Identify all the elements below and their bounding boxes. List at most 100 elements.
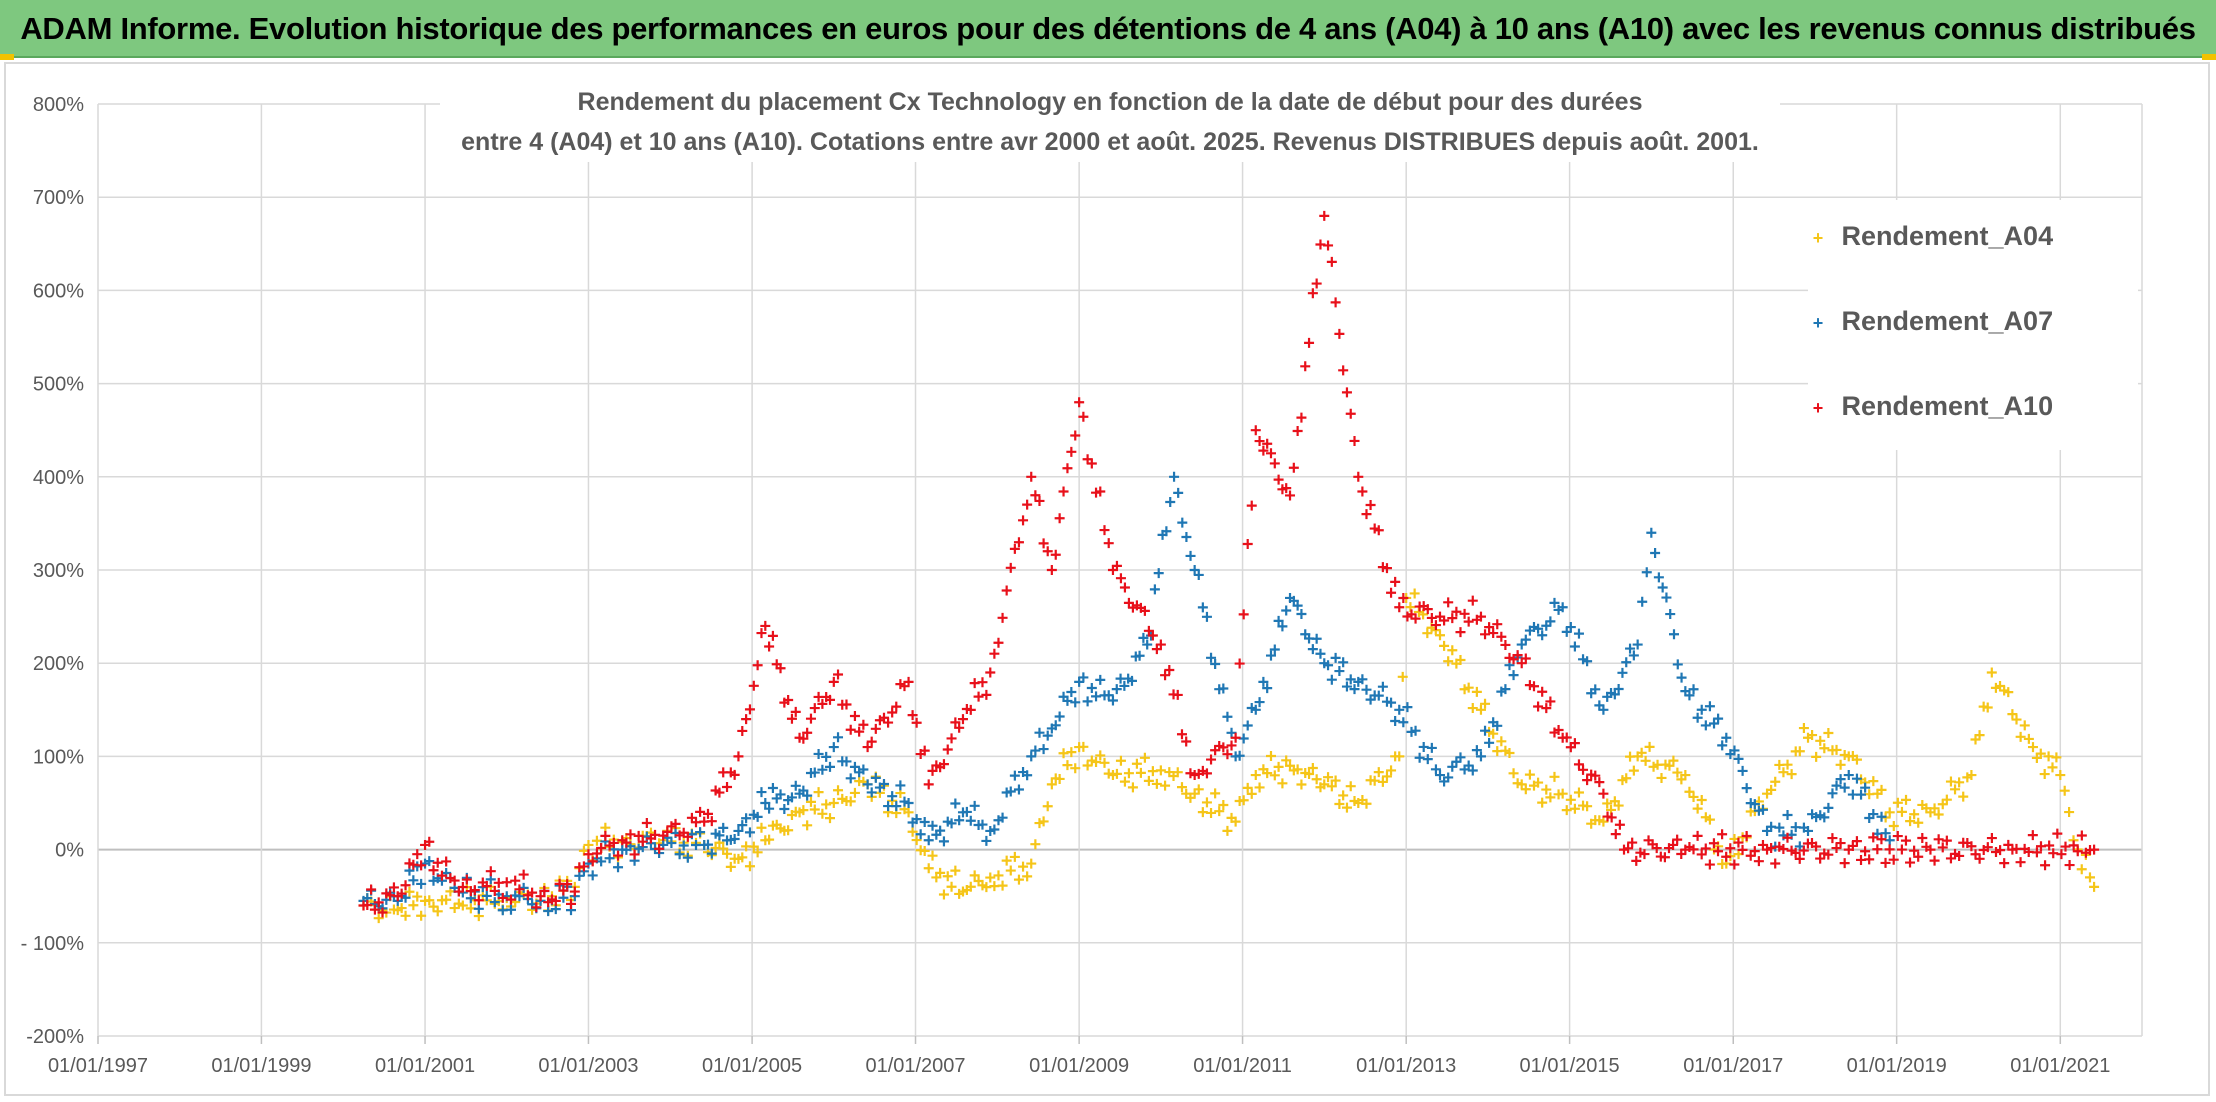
interp-point — [629, 849, 640, 860]
interp-point — [1860, 782, 1871, 793]
interp-point — [1484, 737, 1495, 748]
interp-point — [1636, 747, 1647, 758]
interp-point — [1582, 656, 1593, 667]
x-tick-label: 01/01/2005 — [702, 1055, 802, 1077]
interp-point — [1913, 817, 1924, 828]
interp-point — [473, 903, 484, 914]
interp-point — [1868, 809, 1879, 820]
interp-point — [919, 816, 930, 827]
interp-point — [1181, 736, 1192, 747]
interp-point — [1811, 751, 1822, 762]
interp-point — [1661, 592, 1672, 603]
interp-point — [981, 835, 992, 846]
interp-point — [1091, 691, 1102, 702]
interp-point — [1185, 550, 1196, 561]
interp-point — [1262, 438, 1273, 449]
interp-point — [1397, 671, 1408, 682]
interp-point — [1954, 777, 1965, 788]
interp-point — [849, 710, 860, 721]
interp-point — [911, 814, 922, 825]
interp-point — [562, 879, 573, 890]
interp-point — [1426, 612, 1437, 623]
interp-point — [1561, 732, 1572, 743]
interp-point — [641, 818, 652, 829]
interp-point — [1665, 609, 1676, 620]
interp-point — [824, 694, 835, 705]
y-tick-label: 0% — [55, 840, 84, 862]
interp-point — [1315, 648, 1326, 659]
interp-point — [802, 727, 813, 738]
interp-point — [1794, 853, 1805, 864]
interp-point — [505, 894, 516, 905]
x-tick-label: 01/01/1997 — [48, 1055, 148, 1077]
interp-point — [1001, 855, 1012, 866]
interp-point — [1447, 613, 1458, 624]
interp-point — [1082, 696, 1093, 707]
interp-point — [961, 806, 972, 817]
interp-point — [1005, 562, 1016, 573]
interp-point — [813, 787, 824, 798]
interp-point — [911, 835, 922, 846]
interp-point — [1888, 821, 1899, 832]
interp-point — [809, 767, 820, 778]
interp-point — [1590, 684, 1601, 695]
interp-point — [718, 822, 729, 833]
interp-point — [1323, 772, 1334, 783]
data-point — [923, 835, 934, 846]
interp-point — [786, 713, 797, 724]
interp-point — [457, 882, 468, 893]
interp-point — [1545, 616, 1556, 627]
interp-point — [1086, 682, 1097, 693]
interp-point — [543, 906, 554, 917]
interp-point — [1696, 704, 1707, 715]
interp-point — [461, 874, 472, 885]
interp-point — [1149, 584, 1160, 595]
interp-point — [997, 812, 1008, 823]
interp-point — [1414, 752, 1425, 763]
data-point — [1632, 639, 1643, 650]
interp-point — [1139, 752, 1150, 763]
interp-point — [775, 789, 786, 800]
interp-point — [1471, 686, 1482, 697]
interp-point — [706, 848, 717, 859]
interp-point — [1430, 764, 1441, 775]
interp-point — [424, 895, 435, 906]
interp-point — [1729, 859, 1740, 870]
interp-point — [1234, 750, 1245, 761]
interp-point — [1386, 765, 1397, 776]
interp-point — [2072, 846, 2083, 857]
data-point — [1475, 751, 1486, 762]
interp-point — [927, 765, 938, 776]
interp-point — [1537, 630, 1548, 641]
interp-point — [756, 787, 767, 798]
interp-point — [1402, 702, 1413, 713]
interp-point — [1443, 656, 1454, 667]
interp-point — [833, 785, 844, 796]
interp-point — [1909, 809, 1920, 820]
interp-point — [566, 898, 577, 909]
interp-point — [1545, 696, 1556, 707]
x-tick-label: 01/01/2011 — [1193, 1055, 1292, 1077]
interp-point — [1545, 792, 1556, 803]
interp-point — [1892, 831, 1903, 842]
data-point — [985, 872, 996, 883]
interp-point — [1664, 760, 1675, 771]
interp-point — [1640, 755, 1651, 766]
y-tick-label: 200% — [33, 653, 84, 675]
interp-point — [1625, 643, 1636, 654]
data-point — [1285, 490, 1296, 501]
data-point — [501, 877, 512, 888]
interp-point — [1900, 835, 1911, 846]
interp-point — [1030, 839, 1041, 850]
interp-point — [702, 808, 713, 819]
interp-point — [1307, 644, 1318, 655]
interp-point — [946, 818, 957, 829]
data-point — [1557, 788, 1568, 799]
interp-point — [1177, 517, 1188, 528]
interp-point — [441, 856, 452, 867]
report-title: ADAM Informe. Evolution historique des p… — [20, 11, 2196, 46]
y-tick-label: 400% — [33, 467, 84, 489]
interp-point — [362, 900, 373, 911]
x-tick-label: 01/01/2001 — [375, 1055, 475, 1077]
interp-point — [1901, 794, 1912, 805]
